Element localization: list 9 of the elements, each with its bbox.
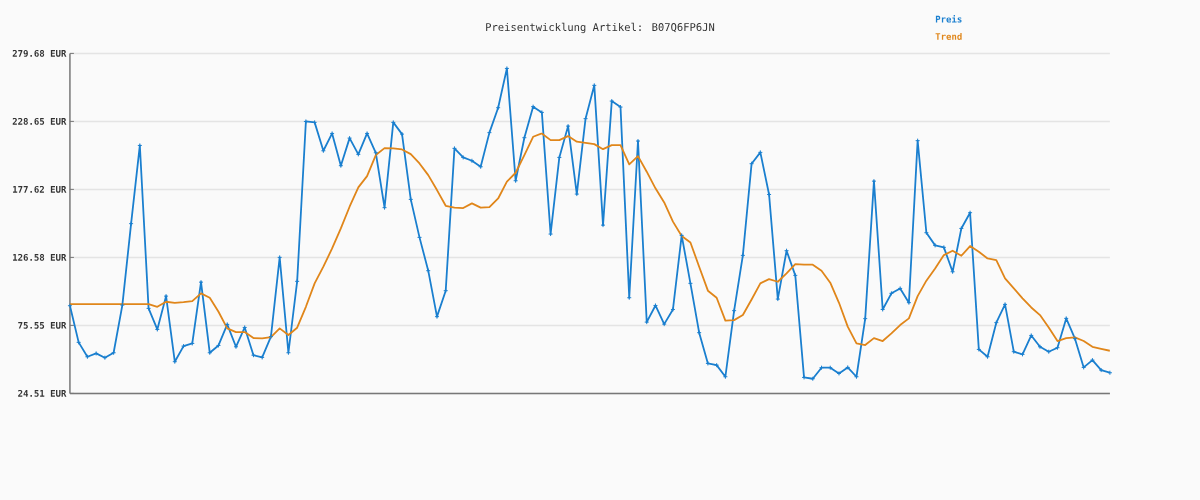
y-tick-label: 177.62 EUR: [13, 185, 67, 193]
y-tick-label: 228.65 EUR: [12, 117, 67, 125]
y-tick-label: 24.51 EUR: [18, 389, 67, 397]
chart-title: Preisentwicklung Artikel: B07Q6FP6JN: [486, 22, 715, 34]
y-tick-label: 126.58 EUR: [13, 253, 67, 261]
text: Trend: [935, 32, 962, 40]
y-tick-label: 75.55 EUR: [18, 322, 67, 329]
text: Preis: [935, 15, 962, 23]
y-tick-label: 279.68 EUR: [12, 49, 67, 57]
